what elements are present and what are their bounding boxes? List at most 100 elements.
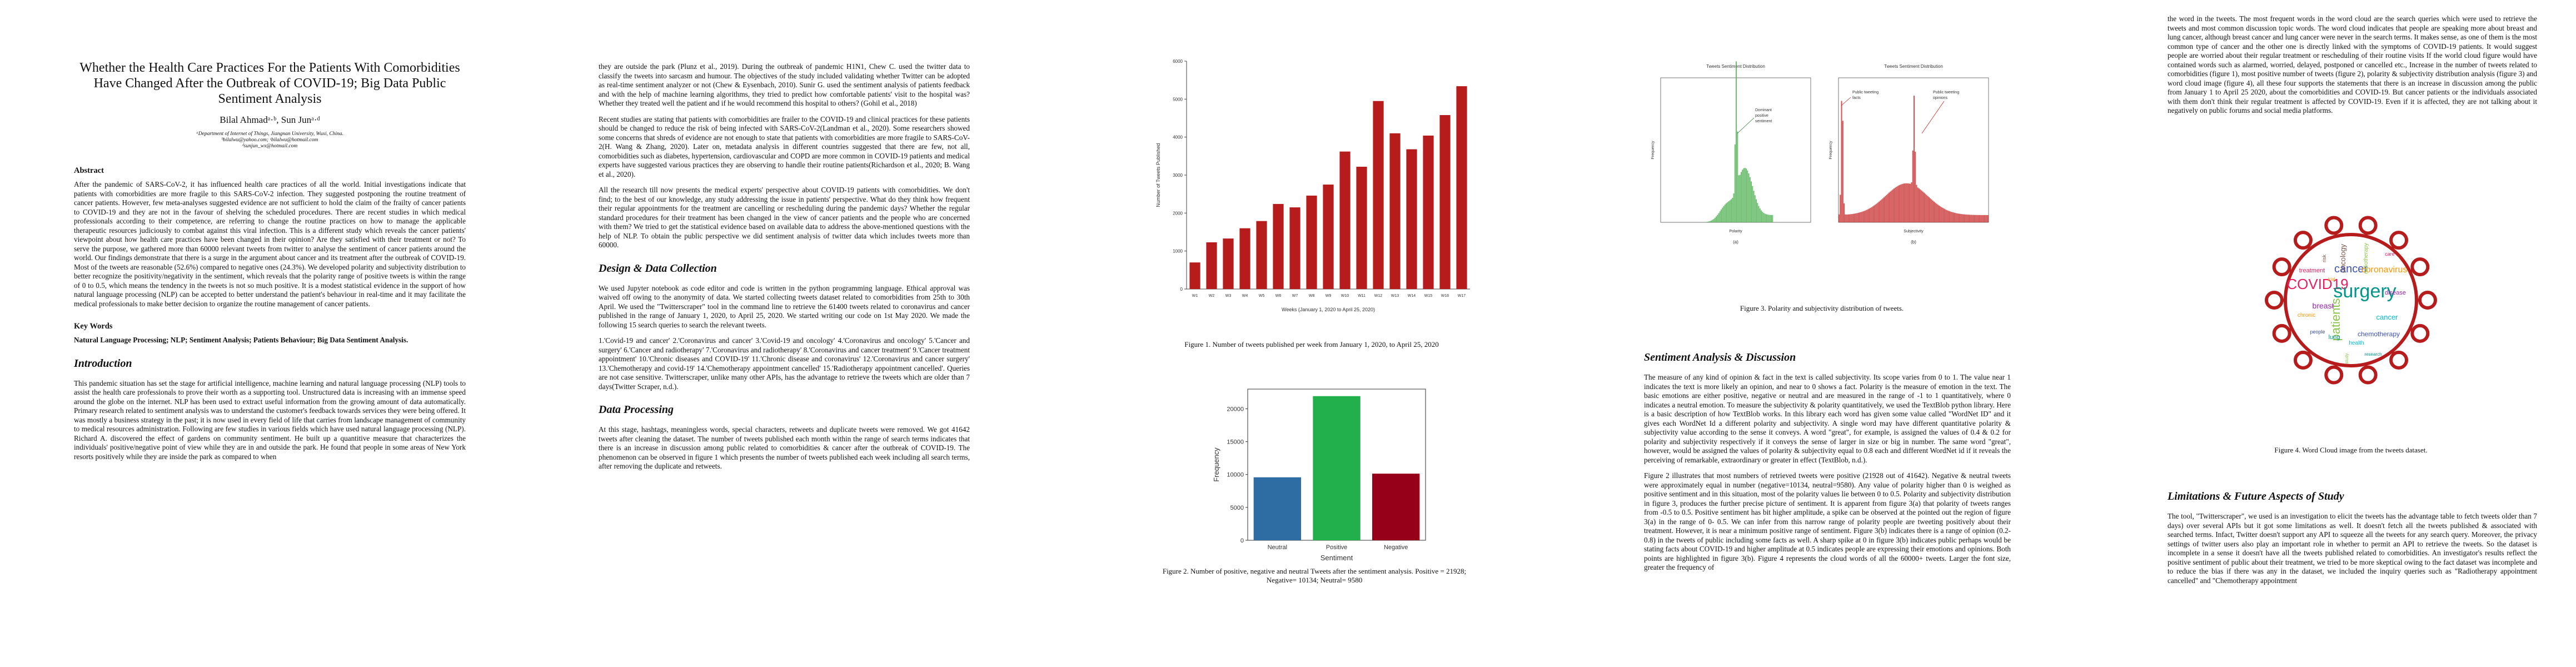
y-tick-label: 0 (1240, 537, 1244, 544)
subjectivity-hist-bar (1874, 205, 1875, 222)
subjectivity-hist-bar (1900, 185, 1901, 222)
x-tick-label: W6 (1275, 294, 1282, 298)
subjectivity-hist-bar (1959, 213, 1960, 222)
subjectivity-hist-bar (1850, 214, 1851, 222)
wordcloud-word: breast (2313, 301, 2334, 310)
subjectivity-hist-bar (1842, 121, 1843, 222)
subjectivity-hist-bar (1909, 183, 1910, 222)
abstract-text: After the pandemic of SARS-CoV-2, it has… (74, 180, 466, 308)
figure-2-caption: Figure 2. Number of positive, negative a… (1162, 567, 1467, 584)
polarity-hist-bar (1743, 168, 1745, 222)
subjectivity-hist-bar (1860, 212, 1861, 222)
col4-para-1: the word in the tweets. The most frequen… (2168, 14, 2537, 115)
figure-4-wordcloud: COVID19cancersurgerypatientscoronavirusb… (2265, 216, 2437, 385)
subjectivity-hist-bar (1950, 211, 1951, 222)
sa-text-2: Figure 2 illustrates that most numbers o… (1644, 471, 2011, 571)
intro-heading: Introduction (74, 357, 132, 370)
bar-week (1273, 203, 1284, 289)
subjectivity-hist-bar (1892, 189, 1894, 222)
subjectivity-hist-bar (1897, 186, 1899, 222)
y-tick-label: 1000 (1173, 249, 1183, 254)
polarity-hist-bar (1718, 213, 1720, 222)
subjectivity-hist-bar (1911, 182, 1912, 222)
bar-week (1189, 262, 1200, 289)
subjectivity-hist-bar (1901, 184, 1902, 222)
subjectivity-hist-bar (1986, 215, 1987, 222)
subjectivity-xlabel: Subjectivity (1904, 230, 1924, 233)
spike-knob (2358, 216, 2378, 235)
polarity-hist-bar (1768, 215, 1770, 222)
polarity-hist-bar (1751, 181, 1752, 222)
annotation-dominant-3: sentiment (1755, 120, 1772, 123)
column-3: Tweets Sentiment Distribution Polarity Fre… (1644, 0, 2011, 667)
x-tick-label: Neutral (1268, 544, 1287, 551)
subjectivity-hist-bar (1891, 190, 1892, 222)
subjectivity-hist-bar (1853, 213, 1855, 222)
polarity-hist-bar (1734, 144, 1736, 222)
annotation-arrow (1841, 97, 1851, 106)
polarity-hist-bar (1758, 206, 1760, 222)
polarity-hist-bar (1728, 201, 1730, 222)
subjectivity-hist-bar (1884, 197, 1885, 222)
figure-column: 0 1000 2000 3000 4000 5000 6000 W1 W2 W3 W4 W5 W6 W7 W… (1145, 0, 1495, 667)
polarity-hist-bar (1719, 211, 1721, 222)
intro-text: This pandemic situation has set the stag… (74, 379, 466, 461)
figure-3-caption: Figure 3. Polarity and subjectivity dist… (1740, 304, 1904, 312)
polarity-ylabel: Frequency (1651, 141, 1655, 160)
spike-knob (2418, 291, 2437, 310)
bar-week (1239, 228, 1250, 289)
annotation-arrow (1737, 117, 1755, 134)
spike-knob (2265, 291, 2284, 310)
polarity-hist-bar (1729, 200, 1731, 222)
bar-week (1256, 221, 1267, 289)
keywords-heading: Key Words (74, 322, 113, 331)
y-tick-label: 6000 (1173, 59, 1183, 64)
subjectivity-hist-bar (1960, 213, 1961, 222)
subjectivity-hist-bar (1985, 215, 1986, 222)
subjectivity-hist-bar (1861, 212, 1862, 222)
wordcloud-word: radiotherapy (2363, 243, 2369, 274)
spike-knob (2389, 350, 2409, 370)
y-tick-label: 2000 (1173, 211, 1183, 216)
subjectivity-hist-bar (1857, 213, 1858, 222)
polarity-hist-bar (1767, 214, 1768, 222)
polarity-hist-bar (1722, 207, 1723, 222)
x-tick-label: W12 (1374, 294, 1383, 298)
wordcloud-word: disease (2385, 290, 2406, 296)
x-tick-label: W8 (1309, 294, 1315, 298)
spike-knob (2293, 231, 2313, 250)
annotation-opinions-2: opinions (1933, 96, 1948, 100)
spike-knob (2272, 323, 2291, 343)
subjectivity-hist-bar (1979, 215, 1980, 222)
subjectivity-hist-bar (1864, 211, 1865, 222)
polarity-hist-bar (1709, 221, 1711, 222)
subjectivity-hist-bar (1905, 183, 1906, 222)
keywords-text: Natural Language Processing; NLP; Sentim… (74, 336, 408, 344)
polarity-hist-bar (1723, 206, 1725, 222)
bar-week (1206, 242, 1217, 289)
wordcloud-word: chronic (2298, 312, 2315, 318)
subjectivity-hist-bar (1838, 214, 1840, 222)
subjectivity-hist-bar (1871, 207, 1872, 222)
x-tick-label: W5 (1259, 294, 1265, 298)
polarity-hist-bar (1726, 203, 1727, 222)
subjectivity-hist-bar (1840, 195, 1841, 222)
subjectivity-hist-bar (1956, 213, 1957, 222)
subjectivity-hist-bar (1961, 214, 1962, 222)
bar-week (1373, 101, 1384, 289)
polarity-hist-bar (1756, 199, 1757, 222)
y-tick-label: 0 (1180, 287, 1183, 292)
subjectivity-hist-bar (1877, 202, 1879, 222)
subjectivity-hist-bar (1912, 150, 1914, 222)
paper-title: Whether the Health Care Practices For th… (79, 61, 460, 106)
x-tick-label: Positive (1326, 544, 1348, 551)
y-tick-label: 5000 (1173, 97, 1183, 102)
subjectivity-hist-bar (1886, 195, 1887, 222)
subjectivity-hist-bar (1841, 101, 1842, 222)
x-tick-label: W3 (1225, 294, 1232, 298)
wordcloud-word: cancer (2376, 313, 2398, 321)
polarity-hist-bar (1766, 214, 1767, 222)
subjectivity-hist-bar (1939, 205, 1940, 222)
figure-2-chart: 0 5000 10000 15000 20000 Neutral Positive Negat… (1212, 389, 1426, 562)
x-tick-label: Negative (1384, 544, 1408, 551)
